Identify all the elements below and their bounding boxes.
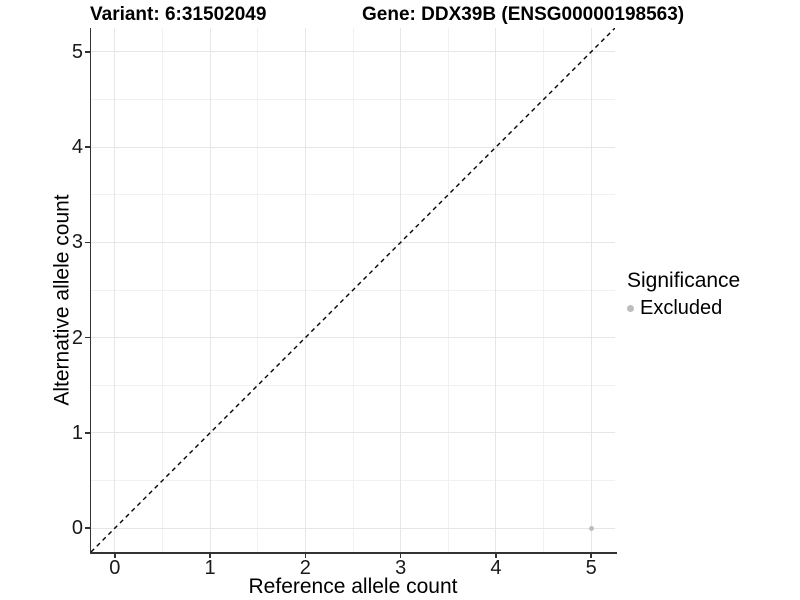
x-tick-mark <box>495 552 497 558</box>
plot-panel <box>91 28 615 552</box>
grid-major-h <box>91 527 615 529</box>
y-tick-label: 3 <box>71 231 83 254</box>
legend-swatch-circle-icon <box>627 304 634 312</box>
x-tick-mark <box>399 552 402 558</box>
data-point <box>588 525 594 531</box>
y-tick-mark <box>84 51 91 53</box>
x-tick-label: 0 <box>109 557 121 579</box>
grid-major-v <box>304 28 306 552</box>
grid-major-v <box>495 28 497 552</box>
grid-minor-h <box>91 98 615 100</box>
y-tick-mark <box>84 432 91 434</box>
grid-major-h <box>91 51 615 53</box>
x-tick-label: 5 <box>585 557 597 579</box>
grid-major-h <box>91 337 615 339</box>
grid-major-v <box>590 28 592 552</box>
grid-major-h <box>91 146 615 148</box>
x-tick-label: 1 <box>204 557 216 579</box>
identity-line <box>91 28 615 552</box>
y-axis-line <box>89 28 92 554</box>
grid-major-h <box>91 241 615 243</box>
grid-major-v <box>400 28 402 552</box>
x-tick-label: 3 <box>395 557 407 579</box>
legend-title: Significance <box>627 269 741 292</box>
y-tick-label: 5 <box>71 40 83 63</box>
y-tick-mark <box>84 336 91 339</box>
grid-major-v <box>209 28 211 552</box>
y-tick-label: 4 <box>71 136 83 159</box>
grid-minor-h <box>91 194 615 196</box>
y-tick-mark <box>84 527 91 529</box>
y-axis-title: Alternative allele count <box>50 194 74 406</box>
x-tick-label: 2 <box>299 557 311 579</box>
x-tick-mark <box>209 552 211 558</box>
x-tick-mark <box>304 552 307 558</box>
x-tick-mark <box>114 552 116 558</box>
x-axis-line <box>89 552 617 554</box>
x-tick-mark <box>590 552 592 558</box>
grid-minor-h <box>91 480 615 482</box>
y-tick-label: 0 <box>71 517 83 540</box>
grid-major-v <box>114 28 116 552</box>
grid-minor-h <box>91 384 615 386</box>
y-tick-label: 2 <box>71 326 83 349</box>
y-tick-label: 1 <box>71 421 83 444</box>
legend: Significance Excluded <box>627 268 740 320</box>
plot-title-gene: Gene: DDX39B (ENSG00000198563) <box>362 4 685 25</box>
legend-item-label: Excluded <box>640 297 723 319</box>
y-tick-mark <box>84 241 91 244</box>
grid-major-h <box>91 432 615 434</box>
legend-item: Excluded <box>627 296 740 320</box>
y-tick-mark <box>84 146 91 148</box>
legend-items: Excluded <box>627 296 740 320</box>
x-axis-title: Reference allele count <box>248 575 458 598</box>
x-tick-label: 4 <box>490 557 502 579</box>
plot-title-variant: Variant: 6:31502049 <box>90 4 267 25</box>
